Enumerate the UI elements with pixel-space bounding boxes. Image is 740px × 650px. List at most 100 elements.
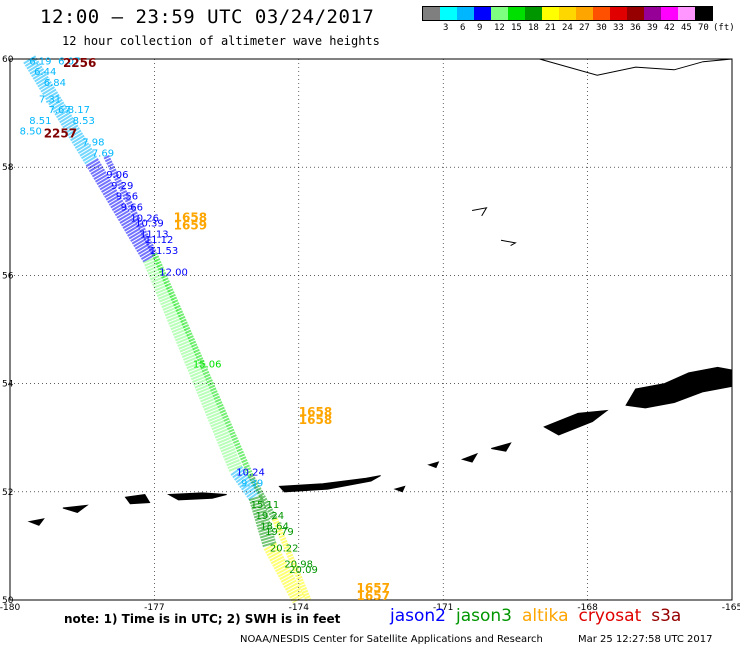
land-shape <box>427 461 440 469</box>
legend-bin-label: 21 <box>545 23 556 33</box>
legend-bin-label: 39 <box>647 23 658 33</box>
swh-label: 12.00 <box>159 267 188 278</box>
page-title: 12:00 – 23:59 UTC 03/24/2017 <box>40 6 375 28</box>
lon-tick-label: -174 <box>289 603 310 613</box>
lon-tick-label: -171 <box>433 603 453 613</box>
legend-swatch <box>440 7 457 20</box>
map-frame <box>9 58 733 601</box>
legend-bin-label: 33 <box>613 23 624 33</box>
generation-timestamp: Mar 25 12:27:58 UTC 2017 <box>578 634 713 645</box>
legend-swatch <box>559 7 576 20</box>
land-shape <box>472 207 488 217</box>
swh-label: 11.53 <box>150 246 179 257</box>
legend-swatch <box>525 7 542 20</box>
swh-label: 6.07 <box>58 56 80 67</box>
land-shape <box>27 518 45 526</box>
legend-bin-label: 12 <box>494 23 505 33</box>
time-label: 1658 <box>299 413 332 427</box>
time-label: 2257 <box>44 126 77 140</box>
lat-tick-label: 52 <box>2 488 13 498</box>
track-segment <box>271 517 312 602</box>
legend-swatch <box>508 7 525 20</box>
swh-label: 6.19 <box>29 56 51 67</box>
swh-label: 15.11 <box>251 500 280 511</box>
legend-swatch <box>542 7 559 20</box>
swh-label: 9.66 <box>121 202 143 213</box>
swh-label: 8.51 <box>29 116 51 127</box>
swh-label: 8.53 <box>73 116 95 127</box>
legend-swatch <box>627 7 644 20</box>
legend-swatch <box>678 7 695 20</box>
lon-tick-label: -165 <box>722 603 740 613</box>
land-shape <box>62 504 89 513</box>
swh-label: 15.06 <box>193 359 222 370</box>
legend-bin-label: 42 <box>664 23 675 33</box>
map-tick-labels: -180 -177 -174 -171 -168 -165 50 52 54 56 58 60 <box>0 55 740 613</box>
map-grid <box>9 58 733 601</box>
track-segment <box>85 158 156 263</box>
land-shape <box>500 239 517 247</box>
track-segment <box>143 256 243 473</box>
legend-swatches <box>422 6 713 21</box>
legend-swatch <box>661 7 678 20</box>
time-label: 1657 <box>357 581 390 595</box>
land-outlines <box>27 58 733 526</box>
footer-note: note: 1) Time is in UTC; 2) SWH is in fe… <box>64 612 341 626</box>
legend-bin-label: 45 <box>681 23 692 33</box>
legend-bin-label: 3 <box>443 23 449 33</box>
land-shape <box>460 452 479 463</box>
swh-label: 19.24 <box>255 511 284 522</box>
satellite-s3a: s3a <box>651 606 682 626</box>
track-segment <box>151 252 254 477</box>
satellite-jason2: jason2 <box>390 606 446 626</box>
land-shape <box>543 409 609 436</box>
lon-tick-label: -177 <box>144 603 164 613</box>
time-label: 1658 <box>174 210 207 224</box>
legend-bin-label: 70 <box>698 23 709 33</box>
track-segment <box>23 55 98 166</box>
page-subtitle: 12 hour collection of altimeter wave hei… <box>62 34 380 48</box>
satellite-jason3: jason3 <box>456 606 512 626</box>
swh-label: 10.39 <box>135 219 164 230</box>
swh-label: 9.06 <box>106 170 128 181</box>
swh-label: 7.69 <box>92 148 114 159</box>
legend-swatch <box>457 7 474 20</box>
swh-label: 9.39 <box>241 478 263 489</box>
altimeter-tracks <box>23 55 312 604</box>
credit-text: NOAA/NESDIS Center for Satellite Applica… <box>240 634 543 645</box>
swh-label: 8.50 <box>20 127 42 138</box>
legend-swatch <box>610 7 627 20</box>
swh-label: 20.22 <box>270 543 299 554</box>
lon-tick-label: -168 <box>577 603 598 613</box>
legend-unit: (ft) <box>713 23 735 33</box>
swh-label: 19.79 <box>265 527 294 538</box>
swh-labels: 6.19 6.076.446.84 7.317.678.17 8.51 8.53 8.50… <box>20 56 318 576</box>
swh-label: 6.84 <box>44 78 66 89</box>
color-legend: 3 6 9 12 15 18 21 24 27 30 33 36 39 42 45 70 (ft) <box>422 6 735 35</box>
legend-bin-label: 18 <box>528 23 539 33</box>
swh-label: 11.12 <box>145 235 174 246</box>
lat-tick-label: 60 <box>2 55 14 65</box>
legend-swatch <box>695 7 712 20</box>
legend-swatch <box>474 7 491 20</box>
land-shape <box>124 493 151 505</box>
swh-label: 11.13 <box>140 230 169 241</box>
legend-swatch <box>593 7 610 20</box>
swh-label: 9.29 <box>111 181 133 192</box>
land-shape <box>539 58 733 76</box>
lon-tick-label: -180 <box>0 603 20 613</box>
swh-label: 7.67 <box>49 105 71 116</box>
satellite-cryosat: cryosat <box>578 606 642 626</box>
time-label: 1657 <box>357 589 390 603</box>
lat-tick-label: 50 <box>2 596 14 606</box>
land-shape <box>278 475 381 493</box>
lat-tick-label: 56 <box>2 271 14 281</box>
time-label: 2256 <box>63 56 96 70</box>
swh-label: 8.17 <box>68 105 90 116</box>
legend-labels: 3 6 9 12 15 18 21 24 27 30 33 36 39 42 45 70 (ft) <box>422 21 735 35</box>
land-shape <box>167 492 227 501</box>
legend-bin-label: 15 <box>511 23 522 33</box>
legend-bin-label: 24 <box>562 23 573 33</box>
